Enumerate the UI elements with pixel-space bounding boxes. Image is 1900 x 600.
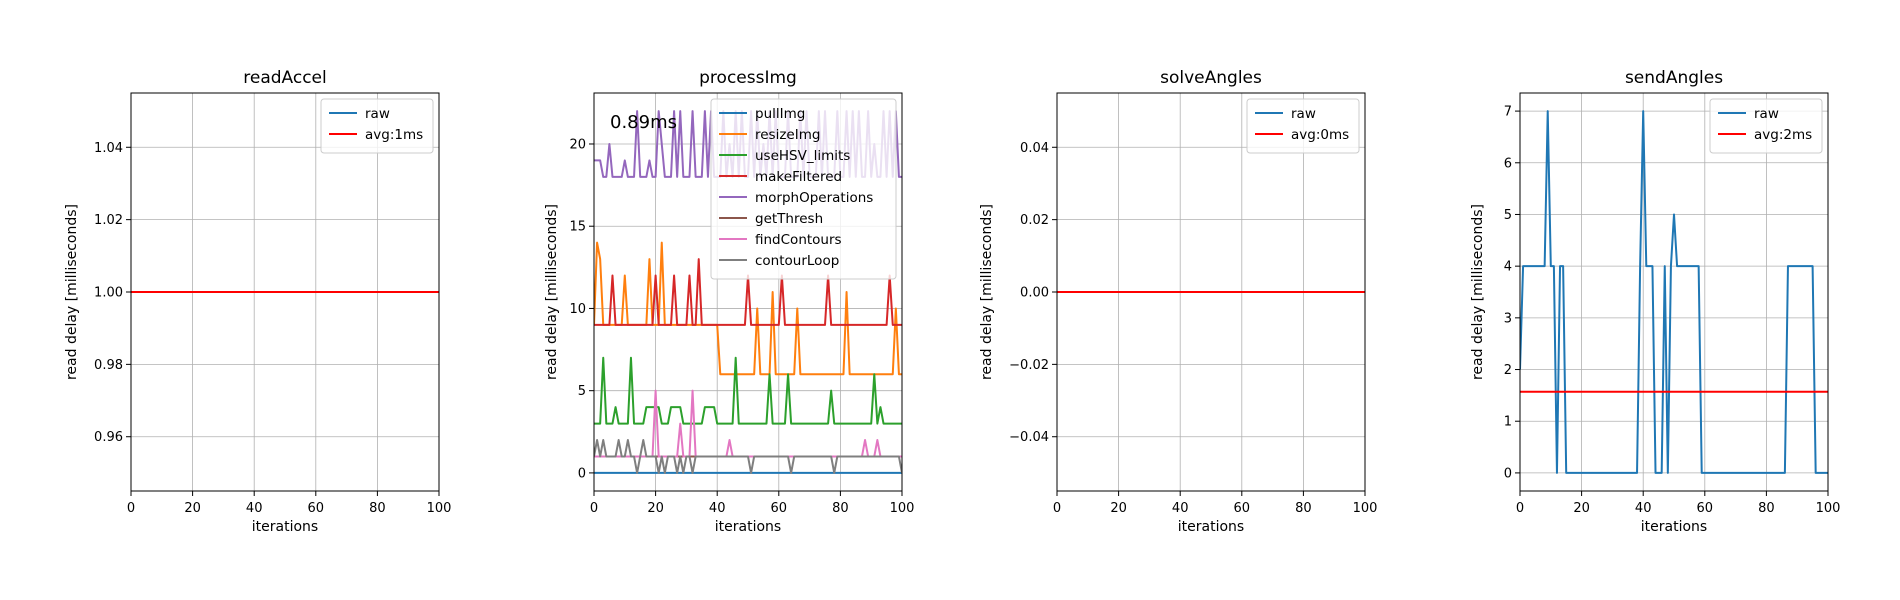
y-tick-label: 15 — [569, 220, 586, 235]
y-tick-label: 1.04 — [94, 141, 123, 156]
y-tick-label: 0.00 — [1020, 286, 1049, 301]
axes-frame — [593, 92, 903, 492]
y-tick-label: 1.00 — [94, 286, 123, 301]
x-tick-label: 40 — [1635, 501, 1652, 516]
y-tick-label: 0.96 — [94, 430, 123, 445]
legend-label: makeFiltered — [755, 169, 842, 185]
x-tick-label: 80 — [832, 501, 849, 516]
chart-title: readAccel — [243, 68, 327, 88]
x-tick-label: 100 — [890, 501, 915, 516]
y-axis-label: read delay [milliseconds] — [979, 204, 995, 380]
y-tick-label: 20 — [569, 137, 586, 152]
x-tick-label: 0 — [590, 501, 598, 516]
legend: pullImg resizeImg useHSV_limits makeFiltere… — [710, 98, 897, 280]
chart-panel-0: 0 20 40 60 80 100 0.96 0.98 1.00 1.02 1.04 readAcce… — [64, 68, 451, 535]
legend-box — [710, 98, 897, 280]
chart-title: sendAngles — [1625, 68, 1723, 88]
y-axis-label: read delay [milliseconds] — [64, 204, 80, 380]
axes-frame — [1519, 92, 1829, 492]
legend-label: pullImg — [755, 106, 805, 122]
x-axis-label: iterations — [715, 519, 781, 535]
legend-label: contourLoop — [755, 253, 839, 269]
legend-label: avg:1ms — [365, 127, 423, 143]
chart-panel-3: 0 20 40 60 80 100 0 1 2 3 4 5 6 7 sendAngles iterations… — [1470, 68, 1840, 535]
x-tick-label: 40 — [709, 501, 726, 516]
x-tick-label: 80 — [369, 501, 386, 516]
legend: raw avg:0ms — [1246, 98, 1360, 154]
y-tick-label: 4 — [1504, 260, 1512, 275]
legend-label: avg:0ms — [1291, 127, 1349, 143]
chart-panel-2: 0 20 40 60 80 100 −0.04 −0.02 0.00 0.02 0.04 solveA… — [979, 68, 1377, 535]
x-tick-label: 80 — [1758, 501, 1775, 516]
y-tick-label: 7 — [1504, 105, 1512, 120]
legend-label: avg:2ms — [1754, 127, 1812, 143]
series-line-2 — [594, 356, 902, 425]
x-tick-label: 60 — [1697, 501, 1714, 516]
x-tick-label: 0 — [127, 501, 135, 516]
y-tick-label: 3 — [1504, 311, 1512, 326]
legend-label: raw — [1754, 106, 1779, 122]
x-axis-label: iterations — [1641, 519, 1707, 535]
legend-label: resizeImg — [755, 127, 820, 143]
x-tick-label: 0 — [1516, 501, 1524, 516]
y-tick-label: −0.02 — [1009, 358, 1049, 373]
chart-panel-1: 0 20 40 60 80 100 0 5 10 15 20 processImg iterations… — [544, 68, 914, 535]
x-tick-label: 20 — [1573, 501, 1590, 516]
y-tick-label: −0.04 — [1009, 430, 1049, 445]
y-tick-label: 1 — [1504, 415, 1512, 430]
y-tick-label: 0.98 — [94, 358, 123, 373]
y-tick-label: 10 — [569, 302, 586, 317]
legend-label: getThresh — [755, 211, 823, 227]
y-tick-label: 0 — [578, 466, 586, 481]
x-tick-label: 100 — [427, 501, 452, 516]
legend-label: morphOperations — [755, 190, 873, 206]
x-tick-label: 60 — [1234, 501, 1251, 516]
x-tick-label: 40 — [1172, 501, 1189, 516]
legend-label: findContours — [755, 232, 842, 248]
y-tick-label: 0.04 — [1020, 141, 1049, 156]
plot-area — [1520, 110, 1828, 474]
y-tick-label: 0 — [1504, 466, 1512, 481]
average-annotation: 0.89ms — [610, 112, 677, 133]
chart-title: solveAngles — [1160, 68, 1262, 88]
legend-label: useHSV_limits — [755, 148, 850, 164]
chart-title: processImg — [699, 68, 797, 88]
x-axis-label: iterations — [1178, 519, 1244, 535]
x-tick-label: 60 — [308, 501, 325, 516]
y-tick-label: 2 — [1504, 363, 1512, 378]
x-tick-label: 0 — [1053, 501, 1061, 516]
legend: raw avg:2ms — [1709, 98, 1823, 154]
x-tick-label: 20 — [184, 501, 201, 516]
y-axis-label: read delay [milliseconds] — [544, 204, 560, 380]
legend: raw avg:1ms — [320, 98, 434, 154]
x-tick-label: 100 — [1816, 501, 1841, 516]
y-axis-label: read delay [milliseconds] — [1470, 204, 1486, 380]
x-tick-label: 80 — [1295, 501, 1312, 516]
y-tick-label: 5 — [578, 384, 586, 399]
legend-label: raw — [365, 106, 390, 122]
y-tick-label: 1.02 — [94, 213, 123, 228]
x-tick-label: 60 — [771, 501, 788, 516]
legend-label: raw — [1291, 106, 1316, 122]
series-line-0 — [1520, 110, 1828, 474]
x-tick-label: 20 — [1110, 501, 1127, 516]
x-tick-label: 40 — [246, 501, 263, 516]
x-tick-label: 20 — [647, 501, 664, 516]
y-tick-label: 0.02 — [1020, 213, 1049, 228]
x-tick-label: 100 — [1353, 501, 1378, 516]
series-line-7 — [594, 439, 902, 474]
y-tick-label: 6 — [1504, 156, 1512, 171]
y-tick-label: 5 — [1504, 208, 1512, 223]
x-axis-label: iterations — [252, 519, 318, 535]
